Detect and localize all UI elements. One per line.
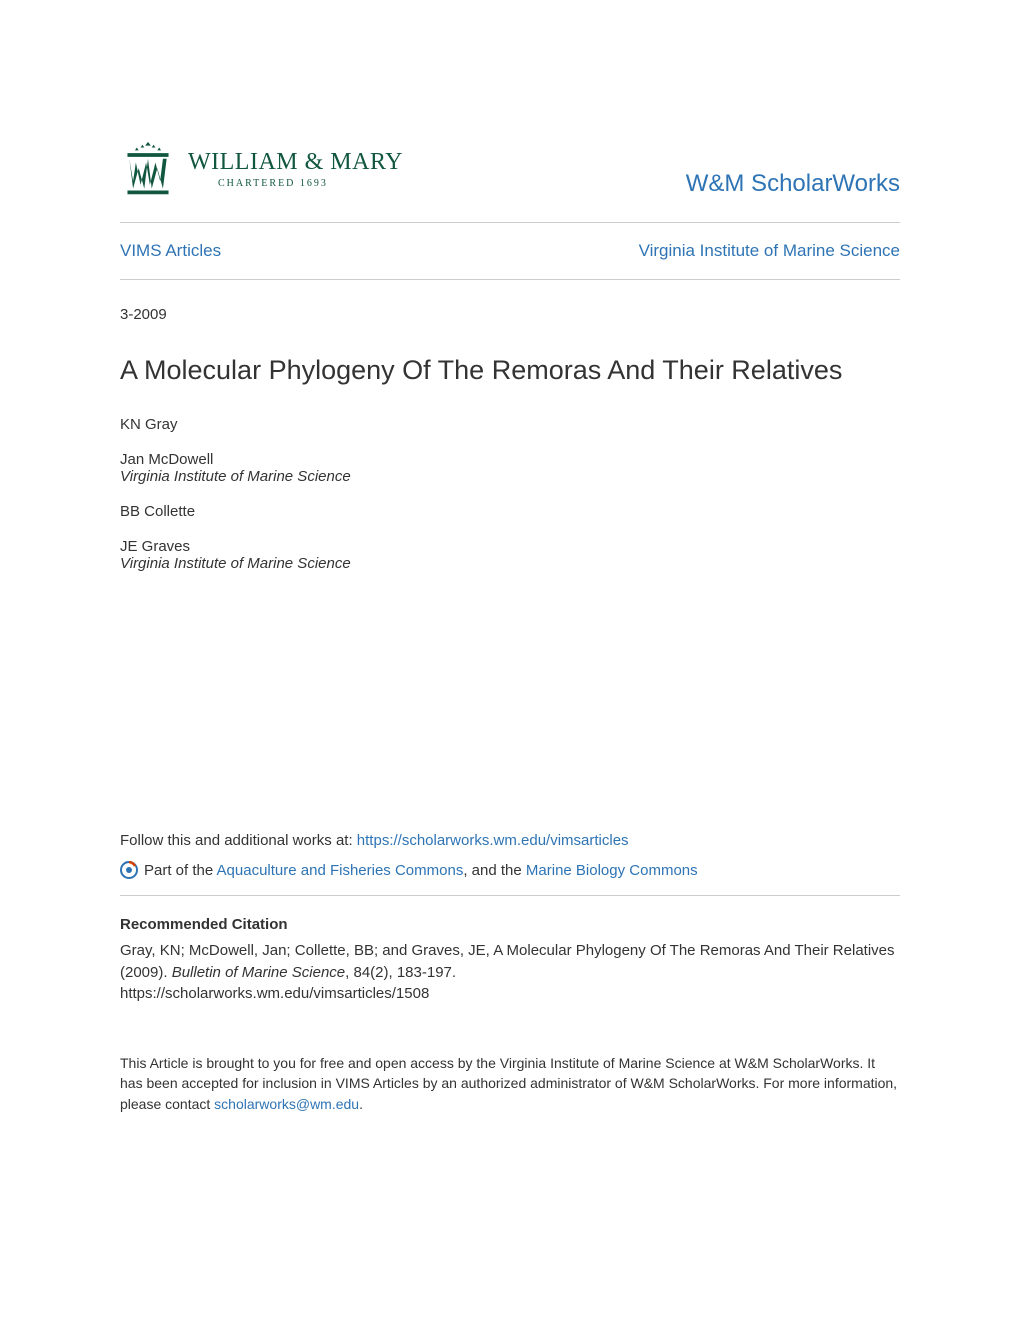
network-globe-icon [120, 861, 138, 879]
citation-body: Gray, KN; McDowell, Jan; Collette, BB; a… [120, 940, 900, 984]
commons-connector: , and the [463, 862, 526, 879]
citation-heading: Recommended Citation [120, 914, 900, 936]
author-block: KN Gray [120, 416, 900, 433]
institution-subtitle: CHARTERED 1693 [188, 178, 403, 189]
footer-text-2: . [359, 1096, 363, 1112]
follow-prefix: Follow this and additional works at: [120, 832, 357, 849]
follow-works-line: Follow this and additional works at: htt… [120, 832, 900, 849]
collection-link[interactable]: VIMS Articles [120, 241, 221, 261]
citation-text-2: , 84(2), 183-197. [345, 964, 456, 981]
follow-divider [120, 895, 900, 896]
author-name: KN Gray [120, 416, 900, 433]
article-date: 3-2009 [120, 306, 900, 323]
institution-logo-area[interactable]: WILLIAM & MARY CHARTERED 1693 [120, 140, 403, 198]
page-header: WILLIAM & MARY CHARTERED 1693 W&M Schola… [120, 140, 900, 222]
author-block: JE Graves Virginia Institute of Marine S… [120, 538, 900, 572]
access-statement: This Article is brought to you for free … [120, 1053, 900, 1114]
collection-url-link[interactable]: https://scholarworks.wm.edu/vimsarticles [357, 832, 629, 849]
citation-section: Recommended Citation Gray, KN; McDowell,… [120, 914, 900, 1005]
institution-name: WILLIAM & MARY [188, 149, 403, 176]
author-name: JE Graves [120, 538, 900, 555]
author-affiliation: Virginia Institute of Marine Science [120, 468, 900, 485]
commons-text: Part of the Aquaculture and Fisheries Co… [144, 862, 698, 879]
authors-list: KN Gray Jan McDowell Virginia Institute … [120, 416, 900, 572]
author-name: Jan McDowell [120, 451, 900, 468]
wm-cipher-logo-icon [120, 140, 176, 198]
part-of-prefix: Part of the [144, 862, 217, 879]
author-block: BB Collette [120, 503, 900, 520]
department-link[interactable]: Virginia Institute of Marine Science [639, 241, 900, 261]
author-name: BB Collette [120, 503, 900, 520]
citation-url: https://scholarworks.wm.edu/vimsarticles… [120, 983, 900, 1005]
citation-journal: Bulletin of Marine Science [172, 964, 345, 981]
author-affiliation: Virginia Institute of Marine Science [120, 555, 900, 572]
follow-section: Follow this and additional works at: htt… [120, 832, 900, 895]
author-block: Jan McDowell Virginia Institute of Marin… [120, 451, 900, 485]
repository-name-link[interactable]: W&M ScholarWorks [686, 170, 900, 198]
contact-email-link[interactable]: scholarworks@wm.edu [214, 1096, 359, 1112]
article-title: A Molecular Phylogeny Of The Remoras And… [120, 353, 900, 388]
commons-link-2[interactable]: Marine Biology Commons [526, 862, 698, 879]
commons-line: Part of the Aquaculture and Fisheries Co… [120, 861, 900, 879]
commons-link-1[interactable]: Aquaculture and Fisheries Commons [217, 862, 464, 879]
nav-divider [120, 279, 900, 280]
institution-text-group: WILLIAM & MARY CHARTERED 1693 [188, 149, 403, 189]
breadcrumb-nav: VIMS Articles Virginia Institute of Mari… [120, 223, 900, 279]
